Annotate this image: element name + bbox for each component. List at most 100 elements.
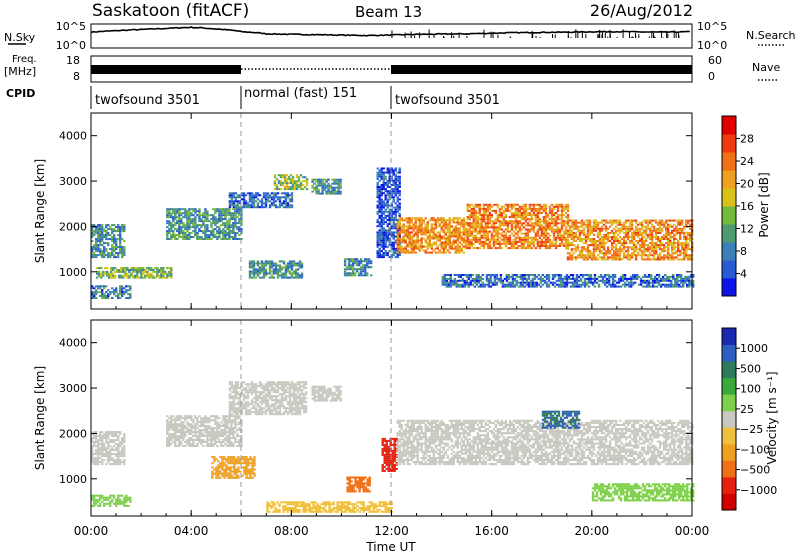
power-cell [486, 230, 490, 233]
power-cell [566, 214, 570, 217]
power-cell [394, 235, 397, 238]
power-cell [576, 227, 580, 230]
power-cell [611, 277, 615, 280]
power-cell [478, 228, 481, 231]
velocity-cell [107, 435, 110, 438]
power-cell [434, 251, 437, 254]
power-cell [333, 186, 336, 189]
power-cell [646, 248, 650, 251]
power-cell [685, 240, 688, 242]
power-cell [514, 222, 518, 225]
power-cell [95, 232, 98, 235]
power-cell [232, 192, 236, 195]
power-cell [254, 194, 258, 197]
power-cell [188, 234, 191, 236]
power-cell [398, 177, 401, 180]
power-cell [681, 246, 684, 249]
power-cell [424, 241, 427, 244]
power-cell [446, 235, 449, 238]
power-cell [440, 247, 443, 250]
power-cell [548, 205, 552, 208]
power-cell [689, 256, 692, 259]
power-cell [529, 285, 533, 288]
power-cell [347, 264, 351, 267]
power-cell [462, 221, 465, 224]
power-cell [212, 228, 215, 231]
power-cell [388, 173, 391, 176]
power-cell [396, 233, 399, 236]
power-cell [248, 194, 252, 197]
power-cell [170, 274, 173, 277]
power-cell [492, 220, 496, 223]
power-cell [198, 224, 201, 227]
power-cell [482, 247, 486, 250]
power-cell [228, 214, 231, 217]
power-cell [386, 214, 389, 217]
power-cell [256, 198, 260, 201]
power-cell [636, 229, 640, 232]
power-cell [178, 216, 181, 219]
power-cell [587, 274, 591, 276]
power-cell [524, 214, 528, 217]
power-cell [640, 244, 644, 247]
power-cell [670, 285, 673, 288]
power-cell [597, 279, 601, 282]
power-cell [134, 270, 137, 273]
power-cell [290, 200, 294, 203]
power-cell [686, 275, 689, 278]
power-cell [526, 207, 530, 210]
power-cell [610, 223, 614, 226]
power-cell [548, 245, 552, 247]
velocity-cell [97, 455, 100, 458]
power-cell [642, 229, 646, 232]
power-cell [474, 226, 477, 229]
power-cell [236, 226, 239, 229]
power-cell [448, 227, 451, 230]
power-cell [392, 196, 395, 199]
power-cell [246, 204, 250, 207]
power-cell [648, 219, 652, 222]
power-cell [301, 180, 305, 183]
power-cell [168, 210, 171, 213]
power-cell [178, 224, 181, 227]
power-cell [180, 226, 183, 229]
power-cell [658, 242, 662, 245]
power-cell [464, 247, 467, 250]
power-cell [222, 238, 225, 240]
power-cell [376, 256, 379, 259]
velocity-cell [103, 455, 106, 458]
power-cell [198, 218, 201, 221]
power-cell [681, 229, 684, 232]
power-cell [288, 200, 292, 203]
power-cell [449, 277, 452, 280]
power-cell [481, 277, 485, 280]
power-cell [277, 174, 281, 177]
power-cell [526, 240, 530, 243]
power-cell [586, 246, 590, 249]
power-cell [124, 272, 127, 275]
power-cell [449, 279, 452, 282]
power-cell [584, 236, 588, 238]
power-cell [660, 227, 664, 230]
power-cell [406, 233, 409, 236]
power-cell [673, 246, 676, 249]
power-cell [335, 182, 338, 185]
power-cell [673, 238, 676, 240]
power-cell [111, 244, 114, 247]
velocity-cell [105, 447, 108, 450]
power-cell [378, 210, 381, 213]
freq-ytick-bottom: 8 [73, 70, 80, 83]
power-cell [115, 226, 118, 229]
power-cell [380, 221, 383, 224]
velocity-cell [95, 435, 98, 438]
power-cell [412, 225, 415, 228]
power-cell [430, 227, 433, 230]
power-cell [298, 260, 302, 263]
power-cell [676, 279, 679, 282]
power-cell [683, 248, 686, 251]
power-cell [449, 285, 452, 288]
power-cell [541, 279, 545, 282]
power-cell [138, 267, 141, 270]
power-cell [186, 212, 189, 215]
